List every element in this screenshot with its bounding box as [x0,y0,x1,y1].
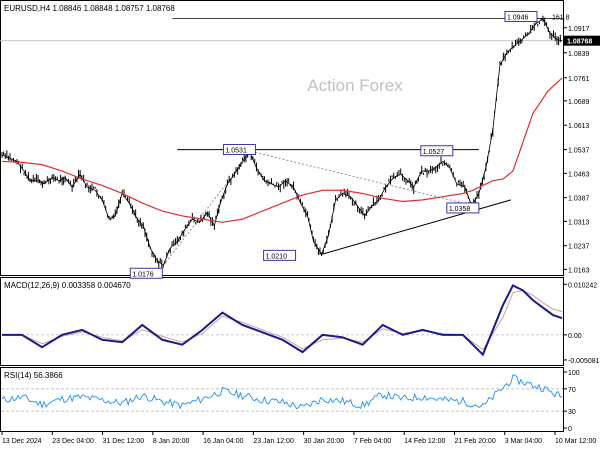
rsi-tick-label: 0 [568,426,572,433]
time-tick-label: 21 Feb 20:00 [454,438,495,445]
annotation-label: 1.0210 [266,253,288,260]
time-tick-label: 8 Jan 20:00 [153,438,190,445]
ma-line [1,77,563,223]
time-tick-label: 30 Jan 20:00 [304,438,345,445]
price-tick-label: 1.0387 [568,196,590,203]
watermark: Action Forex [307,76,403,95]
price-tick-label: 1.0163 [568,267,590,274]
annotation-label: 161.8 [552,14,570,21]
rsi-tick-label: 30 [568,409,576,416]
price-tick-label: 1.0761 [568,76,590,83]
price-tick-label: 1.0917 [568,26,590,33]
price-panel-frame [0,0,564,276]
current-price-box [564,35,600,46]
rsi-axis: 100 70 30 0 [1,370,580,433]
moving-average [1,77,563,223]
macd-tick-label: 0.00 [568,333,582,340]
price-tick-label: 1.0613 [568,123,590,130]
time-tick-label: 31 Dec 12:00 [103,438,145,445]
time-tick-label: 14 Feb 12:00 [404,438,445,445]
price-tick-label: 1.0689 [568,99,590,106]
price-tick-label: 1.0237 [568,244,590,251]
annotation-label: 1.0176 [132,271,154,278]
annotation-box [420,145,454,157]
time-tick-label: 3 Mar 04:00 [505,438,542,445]
rsi-tick-label: 100 [568,370,580,377]
annotation-label: 1.0946 [507,14,529,21]
annotation-box [446,202,480,214]
annotation-label: 1.0527 [423,149,445,156]
macd-tick-label: -0.005081 [568,358,600,365]
macd-tick-label: 0.010242 [568,282,597,289]
time-tick-label: 10 Mar 12:00 [555,438,596,445]
time-axis: 13 Dec 2024 23 Dec 04:00 31 Dec 12:00 8 Jan… [1,432,596,445]
macd-axis: 0.010242 0.00 -0.005081 [1,282,600,365]
price-tick-label: 1.0537 [568,148,590,155]
time-tick-label: 23 Jan 12:00 [253,438,294,445]
rsi-series [1,374,563,410]
rsi-line [1,374,563,410]
rsi-panel-frame [0,367,564,432]
annotation-label: 1.0358 [449,206,471,213]
price-tick-label: 1.0313 [568,219,590,226]
rsi-tick-label: 70 [568,387,576,394]
price-tick-label: 1.0839 [568,51,590,58]
macd-label: MACD(12,26,9) 0.003358 0.004670 [4,281,131,290]
annotation-box [222,143,256,155]
fib-leg-2 [251,151,479,208]
current-price-label: 1.08768 [567,39,592,46]
chart-title: EURUSD,H4 1.08846 1.08848 1.08757 1.0876… [4,4,175,13]
annotation-box [504,10,538,22]
annotation-label: 1.0531 [225,147,247,154]
macd-line [2,284,563,357]
time-tick-label: 23 Dec 04:00 [52,438,94,445]
rsi-label: RSI(14) 56.3866 [4,371,63,380]
annotation-box [263,249,297,261]
price-tick-label: 1.0463 [568,171,590,178]
price-axis: 1.0917 1.0839 1.0761 1.0689 1.0613 1.0537 1.04… [0,26,600,274]
macd-panel-frame [0,277,564,366]
annotation-box [129,267,163,279]
support-trend-line [321,199,512,255]
time-tick-label: 16 Jan 04:00 [203,438,244,445]
time-tick-label: 7 Feb 04:00 [354,438,391,445]
macd-series [2,284,563,357]
price-annotations: 1.0531 1.0176 1.0210 1.0527 1.0358 1.0946 161.… [129,10,570,279]
time-tick-label: 13 Dec 2024 [2,438,42,445]
